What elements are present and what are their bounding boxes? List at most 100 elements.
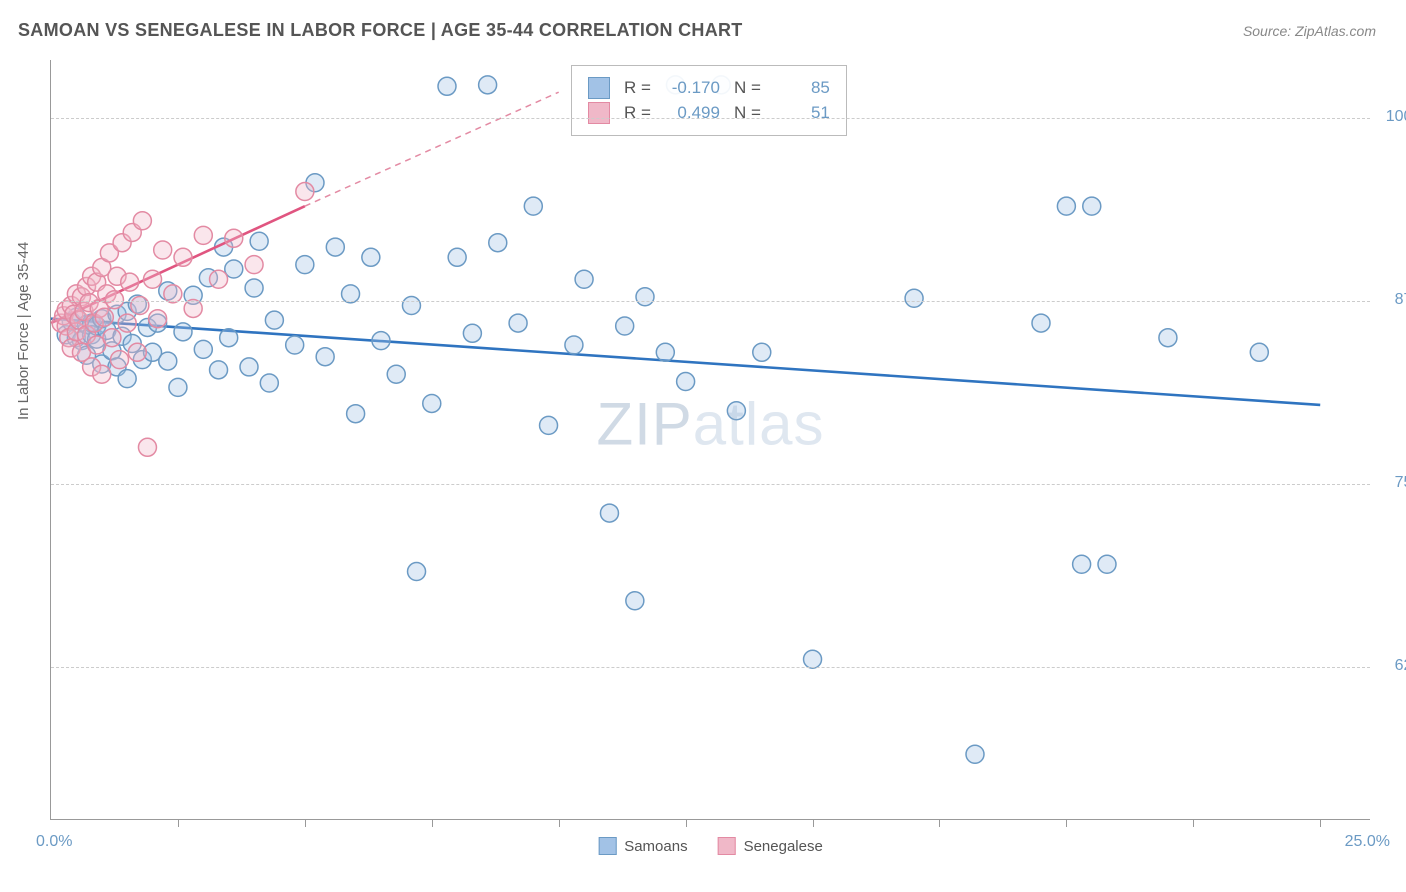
data-point [362,248,380,266]
stats-row-senegalese: R = 0.499 N = 51 [588,102,830,124]
data-point [342,285,360,303]
chart-title: SAMOAN VS SENEGALESE IN LABOR FORCE | AG… [18,20,743,41]
data-point [240,358,258,376]
data-point [220,329,238,347]
grid-line [51,484,1370,485]
x-tick [686,819,687,827]
data-point [804,650,822,668]
stats-swatch-samoans [588,77,610,99]
data-point [118,370,136,388]
y-tick-label: 87.5% [1395,291,1406,309]
stats-N-label: N = [734,78,761,98]
data-point [1073,555,1091,573]
plot-area: ZIPatlas R = -0.170 N = 85 R = 0.499 N =… [50,60,1370,820]
data-point [1032,314,1050,332]
data-point [575,270,593,288]
data-point [250,232,268,250]
data-point [966,745,984,763]
stats-R-label: R = [624,103,651,123]
stats-N-value-2: 51 [775,103,830,123]
data-point [93,365,111,383]
data-point [326,238,344,256]
data-point [316,348,334,366]
data-point [905,289,923,307]
data-point [524,197,542,215]
data-point [138,438,156,456]
y-tick-label: 100.0% [1386,108,1406,126]
grid-line [51,301,1370,302]
stats-N-value-1: 85 [775,78,830,98]
x-tick [813,819,814,827]
scatter-svg [51,60,1370,819]
x-axis-max-label: 25.0% [1345,833,1390,851]
data-point [245,256,263,274]
data-point [128,343,146,361]
data-point [103,329,121,347]
grid-line [51,118,1370,119]
data-point [105,291,123,309]
data-point [626,592,644,610]
legend-swatch-senegalese [718,837,736,855]
data-point [489,234,507,252]
data-point [479,76,497,94]
data-point [194,226,212,244]
data-point [727,402,745,420]
data-point [225,229,243,247]
data-point [540,416,558,434]
data-point [1098,555,1116,573]
data-point [144,270,162,288]
data-point [509,314,527,332]
correlation-stats-box: R = -0.170 N = 85 R = 0.499 N = 51 [571,65,847,136]
data-point [194,340,212,358]
data-point [164,285,182,303]
x-tick [939,819,940,827]
data-point [111,351,129,369]
stats-swatch-senegalese [588,102,610,124]
data-point [636,288,654,306]
stats-R-value-2: 0.499 [665,103,720,123]
data-point [133,212,151,230]
data-point [265,311,283,329]
source-label: Source: ZipAtlas.com [1243,23,1376,39]
data-point [372,332,390,350]
data-point [184,299,202,317]
legend-label-senegalese: Senegalese [744,838,823,855]
data-point [174,323,192,341]
y-tick-label: 75.0% [1395,474,1406,492]
data-point [1057,197,1075,215]
x-tick [178,819,179,827]
data-point [1250,343,1268,361]
data-point [677,373,695,391]
legend-swatch-samoans [598,837,616,855]
y-tick-label: 62.5% [1395,657,1406,675]
stats-R-label: R = [624,78,651,98]
data-point [118,314,136,332]
x-tick [559,819,560,827]
data-point [260,374,278,392]
data-point [245,279,263,297]
data-point [463,324,481,342]
chart-header: SAMOAN VS SENEGALESE IN LABOR FORCE | AG… [0,0,1406,51]
y-axis-label: In Labor Force | Age 35-44 [15,242,32,420]
legend: Samoans Senegalese [598,837,823,855]
data-point [753,343,771,361]
data-point [225,260,243,278]
x-tick [305,819,306,827]
data-point [121,273,139,291]
data-point [296,256,314,274]
data-point [423,394,441,412]
data-point [402,297,420,315]
data-point [408,563,426,581]
x-tick [1320,819,1321,827]
stats-N-label: N = [734,103,761,123]
data-point [210,361,228,379]
data-point [286,336,304,354]
legend-label-samoans: Samoans [624,838,687,855]
data-point [131,297,149,315]
data-point [154,241,172,259]
x-axis-min-label: 0.0% [36,833,72,851]
x-tick [1066,819,1067,827]
data-point [159,352,177,370]
data-point [149,310,167,328]
data-point [438,77,456,95]
